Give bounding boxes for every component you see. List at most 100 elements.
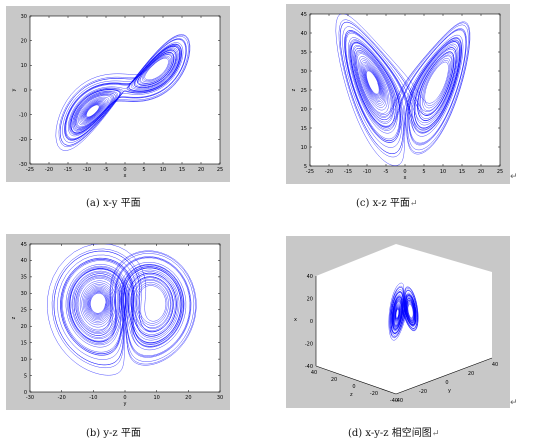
axes-frame-xy [29, 15, 221, 165]
z-tick-label: -20 [370, 391, 378, 397]
x-tick-label: 40 [307, 274, 313, 280]
x-tick-label: -15 [344, 169, 352, 175]
panel-corner [396, 236, 510, 272]
caption-xy: (a) x-y 平面 [86, 198, 141, 209]
x-tick-label: 30 [217, 395, 223, 401]
trajectory-xyz [388, 282, 419, 341]
panel-edge-right [492, 272, 510, 358]
x-tick-label: -25 [26, 167, 34, 173]
z-axis-label: z [350, 392, 353, 398]
return-mark-xz-panel: ↵ [510, 172, 518, 182]
caption-xyz: (d) x-y-z 相空间图↵ [348, 428, 440, 439]
trajectory-xy [55, 34, 191, 151]
y-tick-label: -10 [19, 112, 27, 118]
y-axis-label: y [448, 388, 451, 394]
x-tick-label: -20 [305, 342, 313, 348]
y-tick-label: 20 [301, 107, 307, 113]
y-tick-label: 35 [301, 50, 307, 56]
z-tick-label: 40 [311, 370, 317, 376]
return-mark: ↵ [409, 199, 418, 209]
chart-panel-xz: -25 -20 -15 -10 -5 0 5 10 15 20 25 5 10 15 20 25 30 35 40 4… [286, 4, 510, 184]
panel-edge-left [286, 276, 316, 366]
x-tick-label: 20 [198, 167, 204, 173]
x-tick-label: -5 [384, 169, 389, 175]
x-axis-label: x [124, 173, 127, 179]
y-tick-label: 10 [301, 145, 307, 151]
x-tick-label: -20 [45, 167, 53, 173]
y-tick-label: -40 [395, 398, 403, 404]
x-tick-label: 10 [440, 169, 446, 175]
x-tick-label: 25 [217, 167, 223, 173]
x-tick-label: 10 [153, 395, 159, 401]
y-tick-label: 30 [21, 291, 27, 297]
x-tick-label: -20 [58, 395, 66, 401]
caption-yz: (b) y-z 平面 [86, 428, 141, 439]
z-tick-label: -40 [390, 398, 398, 404]
y-tick-label: 10 [21, 63, 27, 69]
panel-corner [286, 366, 396, 408]
panel-corner [396, 358, 510, 408]
x-tick-label: 15 [179, 167, 185, 173]
y-tick-label: 20 [21, 324, 27, 330]
x-tick-label: 20 [307, 297, 313, 303]
x-tick-label: 0 [310, 319, 313, 325]
y-tick-label: 0 [24, 390, 27, 396]
axes-frame-xz [309, 13, 501, 167]
y-tick-label: 15 [21, 340, 27, 346]
chart-yz-plot: -30 -20 -10 0 10 20 30 0 5 10 15 20 25 30 35 40 45 y z [11, 242, 223, 407]
chart-panel-xy: -25 -20 -15 -10 -5 0 5 10 15 20 25 -30 -20 -10 0 10 20 30… [6, 6, 230, 182]
x-tick-label: 0 [123, 395, 126, 401]
x-tick-label: -15 [64, 167, 72, 173]
y-tick-label: -20 [19, 137, 27, 143]
return-mark-xyz-panel: ↵ [510, 398, 518, 408]
x-tick-label: 25 [497, 169, 503, 175]
y-tick-label: 0 [24, 88, 27, 94]
x-tick-label: 5 [142, 167, 145, 173]
y-axis-label: z [291, 88, 297, 91]
z-tick-label: 20 [331, 377, 337, 383]
return-mark: ↵ [431, 429, 440, 439]
y-tick-label: 40 [21, 258, 27, 264]
y-tick-label: 40 [301, 31, 307, 37]
caption-xz: (c) x-z 平面↵ [356, 198, 418, 209]
x-tick-label: 20 [185, 395, 191, 401]
y-axis-label: y [11, 88, 17, 91]
y-tick-label: 20 [468, 371, 474, 377]
x-axis-label: x [404, 175, 407, 181]
y-tick-label: -30 [19, 162, 27, 168]
y-tick-label: 45 [21, 242, 27, 248]
x-axis-label: x [294, 317, 297, 323]
x-tick-label: 5 [422, 169, 425, 175]
x-tick-label: 0 [403, 169, 406, 175]
y-tick-label: 30 [21, 14, 27, 20]
y-axis-label: z [11, 316, 17, 319]
chart-xz-plot: -25 -20 -15 -10 -5 0 5 10 15 20 25 5 10 15 20 25 30 35 40 4… [291, 12, 503, 181]
x-tick-label: -40 [305, 364, 313, 370]
y-tick-label: 20 [21, 38, 27, 44]
y-tick-label: 5 [304, 164, 307, 170]
x-tick-label: -10 [83, 167, 91, 173]
chart-panel-yz: -30 -20 -10 0 10 20 30 0 5 10 15 20 25 30 35 40 45 y z [6, 234, 230, 410]
x-tick-label: 20 [478, 169, 484, 175]
y-tick-label: 15 [301, 126, 307, 132]
x-tick-label: -10 [89, 395, 97, 401]
x-tick-label: -10 [363, 169, 371, 175]
chart-panel-xyz: 40 20 0 -20 -40 -40 -20 0 20 40 -40 -20 0 20 40 z y x [286, 236, 510, 408]
x-tick-label: 0 [123, 167, 126, 173]
y-axis-edge [395, 357, 493, 395]
y-tick-label: -20 [419, 389, 427, 395]
trajectory-yz [47, 244, 197, 376]
x-axis-label: y [124, 401, 127, 407]
x-tick-label: -30 [26, 395, 34, 401]
y-tick-label: 40 [492, 362, 498, 368]
x-tick-label: -5 [104, 167, 109, 173]
x-tick-label: 10 [160, 167, 166, 173]
y-tick-label: 0 [445, 380, 448, 386]
x-tick-label: -25 [306, 169, 314, 175]
y-tick-label: 25 [301, 88, 307, 94]
y-tick-label: 10 [21, 357, 27, 363]
panel-corner [286, 236, 396, 276]
x-tick-label: -20 [325, 169, 333, 175]
y-tick-label: 5 [24, 373, 27, 379]
